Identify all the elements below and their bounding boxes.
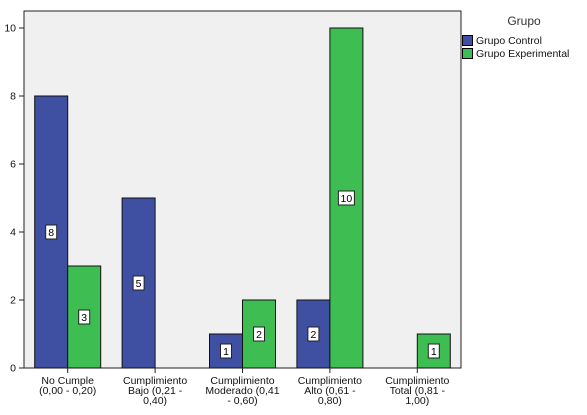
y-tick-label: 6 bbox=[10, 159, 16, 171]
data-label: 3 bbox=[81, 312, 87, 324]
y-tick-label: 10 bbox=[4, 23, 16, 35]
legend-item-control: Grupo Control bbox=[462, 34, 586, 47]
x-tick-label: Cumplimiento Moderado (0,41- 0,60) bbox=[205, 375, 279, 407]
legend: Grupo Grupo Control Grupo Experimental bbox=[462, 14, 586, 60]
x-tick-label: Cumplimiento Alto (0,61 -0,80) bbox=[298, 375, 362, 407]
legend-swatch-experimental bbox=[462, 48, 473, 59]
legend-title: Grupo bbox=[507, 14, 541, 28]
data-label: 1 bbox=[223, 346, 229, 358]
legend-label-control: Grupo Control bbox=[476, 34, 542, 47]
y-tick-label: 2 bbox=[10, 295, 16, 307]
data-label: 5 bbox=[136, 278, 142, 290]
legend-label-experimental: Grupo Experimental bbox=[476, 47, 570, 60]
data-label-box bbox=[307, 326, 320, 342]
data-label-box bbox=[337, 190, 355, 206]
bar-experimental bbox=[416, 333, 451, 369]
data-label: 2 bbox=[310, 329, 316, 341]
x-tick-label: No Cumple (0,00 - 0,20) bbox=[39, 375, 96, 397]
x-tick-label: Cumplimiento Bajo (0,21 -0,40) bbox=[123, 375, 187, 407]
data-label-box bbox=[427, 343, 440, 359]
y-tick-label: 4 bbox=[10, 227, 16, 239]
data-label-box bbox=[45, 224, 58, 240]
data-label-box bbox=[220, 343, 232, 359]
y-tick-label: 0 bbox=[10, 363, 16, 375]
data-label-box bbox=[253, 326, 265, 342]
y-tick-label: 8 bbox=[10, 91, 16, 103]
legend-item-experimental: Grupo Experimental bbox=[462, 47, 586, 60]
data-label: 8 bbox=[48, 227, 54, 239]
data-label-box bbox=[78, 309, 91, 325]
legend-swatch-control bbox=[462, 35, 473, 46]
data-label: 2 bbox=[256, 329, 262, 341]
data-label-box bbox=[132, 275, 145, 291]
x-tick-label: Cumplimiento Total (0,81 -1,00) bbox=[385, 375, 449, 407]
data-label: 1 bbox=[431, 346, 437, 358]
data-label: 10 bbox=[341, 193, 353, 205]
